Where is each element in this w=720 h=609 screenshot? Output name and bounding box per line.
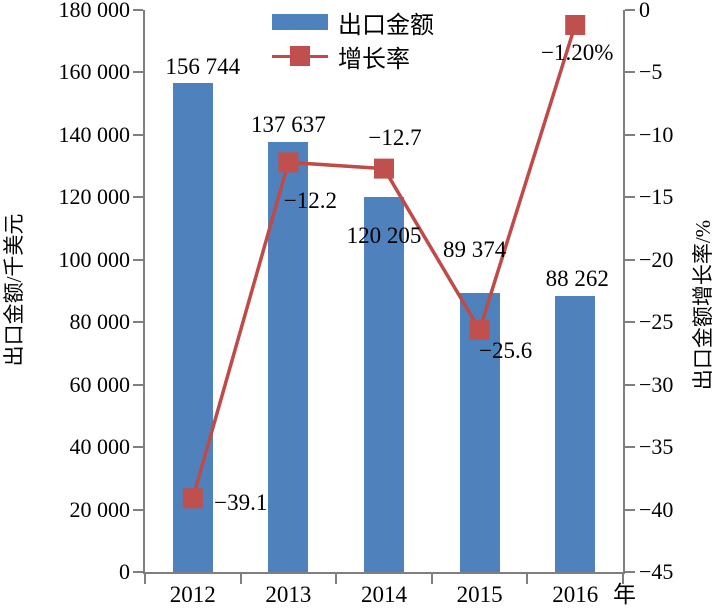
bar-2014	[364, 196, 404, 572]
x-axis-unit-label: 年	[613, 582, 636, 607]
right-axis-tick	[625, 571, 635, 573]
right-axis-tick-label: −45	[639, 559, 674, 584]
growth-marker-2014	[374, 158, 394, 179]
right-axis-tick	[625, 508, 635, 511]
line-marker-swatch-icon	[272, 45, 328, 66]
left-axis-line	[143, 10, 145, 574]
left-axis-tick-label: 180 000	[58, 0, 131, 22]
growth-value-label: −12.2	[283, 188, 338, 214]
right-axis-tick-label: −15	[639, 184, 674, 210]
right-axis-tick-label: −35	[639, 434, 674, 460]
left-axis-tick-label: 0	[119, 559, 130, 584]
left-axis-tick-label: 140 000	[58, 121, 131, 147]
left-axis-tick	[133, 196, 143, 199]
growth-value-label: −25.6	[478, 337, 533, 363]
legend-label-growth-rate: 增长率	[338, 46, 410, 73]
legend: 出口金额 增长率	[272, 5, 434, 73]
right-axis-tick-label: −25	[639, 309, 674, 335]
right-axis-tick-label: −10	[639, 121, 674, 147]
legend-item-growth-rate: 增长率	[272, 39, 434, 73]
growth-value-label: −1.20%	[540, 39, 614, 65]
legend-item-export-amount: 出口金额	[272, 5, 434, 39]
left-axis-tick	[133, 258, 143, 261]
right-axis-tick	[625, 71, 635, 74]
right-axis-tick-label: −5	[639, 59, 663, 85]
left-axis-tick	[133, 9, 143, 11]
left-axis-tick-label: 160 000	[58, 59, 131, 85]
x-axis-tick	[430, 574, 433, 584]
right-axis-tick-label: −30	[639, 371, 674, 397]
bar-value-label: 120 205	[346, 222, 422, 248]
growth-value-label: −12.7	[368, 124, 422, 150]
bar-value-label: 88 262	[545, 266, 609, 292]
left-axis-tick-label: 100 000	[58, 246, 131, 272]
growth-marker-2015	[469, 319, 490, 340]
right-axis-tick	[625, 446, 635, 449]
right-axis-tick	[625, 321, 635, 324]
left-axis-tick	[133, 571, 143, 573]
x-axis-line	[143, 572, 625, 574]
left-axis-tick-label: 60 000	[69, 371, 131, 397]
x-axis-category-label: 2014	[361, 582, 407, 607]
x-axis-category-label: 2013	[265, 582, 312, 607]
right-axis-line	[623, 10, 625, 574]
bar-value-label: 89 374	[442, 236, 507, 262]
left-axis-tick	[133, 71, 143, 74]
left-axis-tick	[133, 446, 143, 449]
left-axis-tick	[133, 383, 143, 386]
left-axis-tick	[133, 133, 143, 136]
left-axis-tick-label: 120 000	[58, 184, 131, 210]
legend-label-export-amount: 出口金额	[338, 12, 434, 39]
bar-2016	[555, 296, 596, 572]
right-axis-tick	[625, 133, 635, 136]
right-axis-tick-label: −20	[639, 246, 674, 272]
left-axis-tick-label: 20 000	[69, 496, 131, 522]
left-axis-tick	[133, 508, 143, 511]
right-axis-tick-label: 0	[639, 0, 650, 22]
growth-marker-2012	[182, 488, 203, 509]
x-axis-tick	[239, 574, 242, 584]
x-axis-tick	[526, 574, 529, 584]
bar-value-label: 156 744	[165, 53, 241, 79]
left-axis-tick	[133, 321, 143, 324]
growth-value-label: −39.1	[214, 490, 268, 516]
growth-marker-2016	[565, 14, 586, 35]
right-axis-tick	[625, 196, 635, 199]
x-axis-category-label: 2016	[552, 582, 599, 607]
x-axis-category-label: 2012	[169, 582, 216, 607]
right-axis-tick	[625, 9, 635, 11]
growth-marker-2013	[278, 152, 299, 173]
x-axis-tick	[622, 574, 624, 584]
x-axis-category-label: 2015	[456, 582, 503, 607]
x-axis-tick	[144, 574, 146, 584]
right-axis-tick-label: −40	[639, 496, 674, 522]
bar-swatch-icon	[272, 14, 328, 30]
left-axis-tick-label: 80 000	[69, 309, 131, 335]
bar-value-label: 137 637	[251, 112, 326, 138]
left-axis-tick-label: 40 000	[69, 434, 131, 460]
right-axis-tick	[625, 258, 635, 261]
right-axis-tick	[625, 383, 635, 386]
x-axis-tick	[335, 574, 338, 584]
